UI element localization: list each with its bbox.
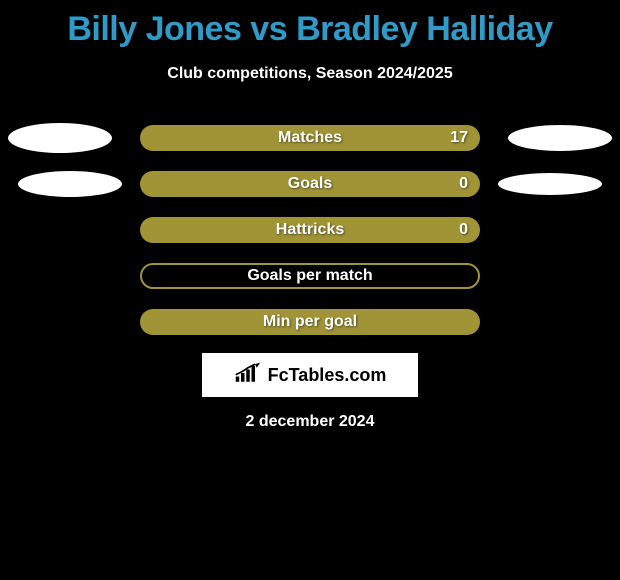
page-title: Billy Jones vs Bradley Halliday — [0, 0, 620, 49]
date-text: 2 december 2024 — [0, 413, 620, 431]
stat-row-hattricks: Hattricks 0 — [0, 217, 620, 243]
stat-row-goals-per-match: Goals per match — [0, 263, 620, 289]
player-left-avatar — [8, 123, 112, 153]
stat-row-matches: Matches 17 — [0, 125, 620, 151]
stat-row-goals: Goals 0 — [0, 171, 620, 197]
chart-icon — [234, 362, 262, 389]
stat-value-right: 0 — [459, 221, 468, 239]
stat-row-min-per-goal: Min per goal — [0, 309, 620, 335]
stat-label: Matches — [278, 129, 342, 147]
stat-label: Goals per match — [247, 267, 372, 285]
stat-value-right: 0 — [459, 175, 468, 193]
subtitle: Club competitions, Season 2024/2025 — [0, 65, 620, 83]
stat-label: Hattricks — [276, 221, 344, 239]
stat-label: Min per goal — [263, 313, 357, 331]
stat-label: Goals — [288, 175, 332, 193]
player-right-avatar — [498, 173, 602, 195]
brand-text: FcTables.com — [268, 365, 387, 386]
stats-list: Matches 17 Goals 0 Hattricks 0 — [0, 125, 620, 335]
comparison-card: Billy Jones vs Bradley Halliday Club com… — [0, 0, 620, 580]
player-right-avatar — [508, 125, 612, 151]
stat-value-right: 17 — [450, 129, 468, 147]
player-left-avatar — [18, 171, 122, 197]
branding-badge: FcTables.com — [202, 353, 418, 397]
